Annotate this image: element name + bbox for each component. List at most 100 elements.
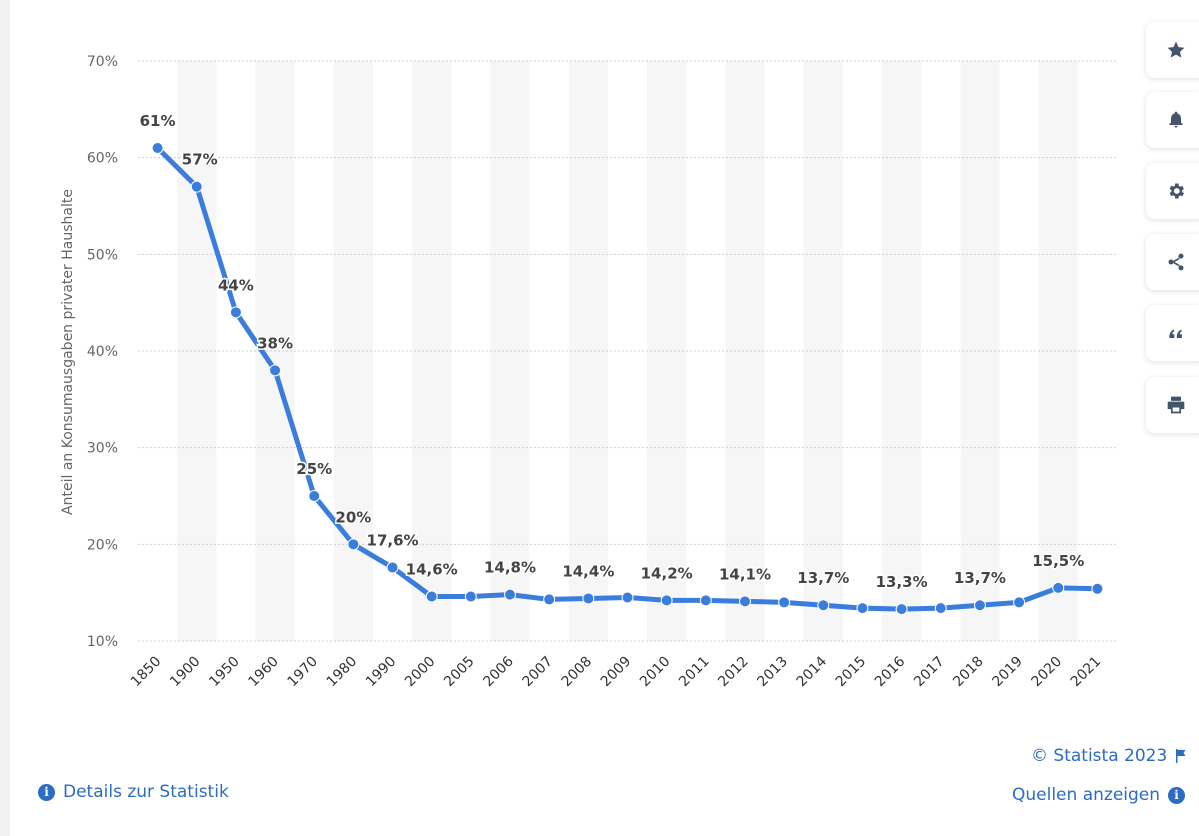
data-point	[660, 594, 673, 607]
data-point	[386, 561, 399, 574]
data-point	[1013, 596, 1026, 609]
data-point	[229, 306, 242, 319]
data-point	[425, 590, 438, 603]
y-tick-label: 20%	[87, 537, 118, 553]
y-axis-label: Anteil an Konsumausgaben privater Hausha…	[60, 189, 76, 515]
data-label: 20%	[335, 508, 371, 526]
data-label: 14,6%	[406, 561, 458, 579]
print-icon	[1167, 396, 1185, 414]
copyright-link[interactable]: © Statista 2023	[1031, 746, 1187, 766]
data-label: 13,7%	[797, 569, 849, 587]
x-tick-label: 1970	[285, 654, 322, 691]
data-points	[151, 142, 1104, 616]
data-label: 44%	[218, 276, 254, 294]
data-point	[504, 588, 517, 601]
x-tick-label: 2006	[480, 653, 517, 690]
data-label: 14,8%	[484, 559, 536, 577]
data-point	[1091, 582, 1104, 595]
x-tick-label: 1990	[363, 654, 400, 691]
y-tick-label: 70%	[87, 54, 118, 70]
cite-button[interactable]	[1146, 305, 1199, 361]
data-labels: 61% 57% 44% 38% 25% 20% 17,6% 14,6% 14,8% 14,4% 14…	[138, 111, 1086, 593]
series-polyline	[155, 145, 1100, 612]
data-label: 17,6%	[367, 532, 419, 550]
share-button[interactable]	[1146, 234, 1199, 290]
data-point	[151, 142, 164, 154]
favorite-button[interactable]	[1146, 22, 1199, 78]
x-tick-label: 1960	[245, 654, 282, 691]
details-link[interactable]: i Details zur Statistik	[38, 782, 229, 802]
grid-lines	[138, 60, 1117, 642]
y-tick-label: 10%	[87, 634, 118, 650]
gear-icon	[1169, 183, 1184, 199]
x-tick-label: 2019	[989, 654, 1026, 691]
x-tick-label: 2018	[950, 654, 987, 691]
x-tick-label: 2011	[676, 654, 713, 691]
x-tick-label: 1850	[128, 654, 165, 691]
y-axis-ticks: 10% 20% 30% 40% 50% 60% 70%	[87, 54, 118, 650]
x-tick-label: 2020	[1029, 654, 1066, 691]
print-button[interactable]	[1146, 377, 1199, 433]
y-tick-label: 60%	[87, 151, 118, 167]
data-point	[464, 590, 477, 603]
sources-text: Quellen anzeigen	[1012, 785, 1161, 805]
line-chart: 10% 20% 30% 40% 50% 60% 70% Anteil an Konsumau…	[60, 54, 1117, 690]
data-label: 13,7%	[954, 569, 1006, 587]
data-point	[269, 364, 282, 377]
x-tick-label: 2013	[754, 654, 791, 691]
x-tick-label: 2016	[872, 653, 909, 690]
series-line	[155, 145, 1100, 612]
data-label: 61%	[140, 112, 176, 130]
data-point	[543, 593, 556, 606]
data-point	[778, 596, 791, 609]
x-tick-label: 2015	[833, 654, 870, 691]
data-point	[817, 599, 830, 612]
y-tick-label: 30%	[87, 441, 118, 457]
bell-icon	[1169, 111, 1183, 128]
data-point	[582, 592, 595, 605]
x-axis-ticks: 1850 1900 1950 1960 1970 1980 1990 2000 2005 2006…	[128, 653, 1104, 690]
data-point	[895, 603, 908, 616]
y-tick-label: 40%	[87, 344, 118, 360]
data-label: 38%	[257, 334, 293, 352]
share-icon	[1168, 253, 1184, 271]
data-point	[621, 591, 634, 604]
details-text: Details zur Statistik	[63, 782, 229, 802]
x-tick-label: 1950	[206, 654, 243, 691]
data-point	[308, 490, 321, 502]
data-label: 14,1%	[719, 565, 771, 583]
x-tick-label: 1980	[324, 654, 361, 691]
data-point	[1052, 581, 1065, 594]
info-icon: i	[1168, 786, 1186, 804]
info-icon: i	[38, 783, 55, 801]
notification-button[interactable]	[1146, 92, 1199, 148]
x-tick-label: 2007	[519, 654, 556, 691]
x-tick-label: 2000	[402, 654, 439, 691]
sources-link[interactable]: Quellen anzeigen i	[1012, 785, 1186, 805]
x-tick-label: 2010	[637, 654, 674, 691]
settings-button[interactable]	[1146, 163, 1199, 219]
x-tick-label: 2009	[598, 654, 635, 691]
quote-icon	[1169, 329, 1182, 338]
data-point	[856, 602, 869, 615]
x-tick-label: 2008	[559, 654, 596, 691]
data-label: 57%	[182, 151, 218, 169]
data-point	[347, 538, 360, 551]
x-tick-label: 1900	[167, 654, 204, 691]
data-point	[738, 595, 751, 608]
x-tick-label: 2017	[911, 654, 948, 691]
data-label: 15,5%	[1032, 552, 1084, 570]
star-icon	[1167, 41, 1185, 58]
data-label: 13,3%	[876, 573, 928, 591]
data-point	[934, 602, 947, 615]
data-point	[190, 180, 203, 193]
data-label: 14,2%	[641, 564, 693, 582]
data-label: 25%	[296, 460, 332, 478]
flag-icon	[1176, 749, 1186, 763]
x-tick-label: 2014	[794, 653, 831, 690]
x-tick-label: 2021	[1068, 654, 1105, 691]
data-label: 14,4%	[562, 562, 614, 580]
data-point	[973, 599, 986, 612]
x-tick-label: 2012	[715, 654, 752, 691]
y-tick-label: 50%	[87, 247, 118, 263]
